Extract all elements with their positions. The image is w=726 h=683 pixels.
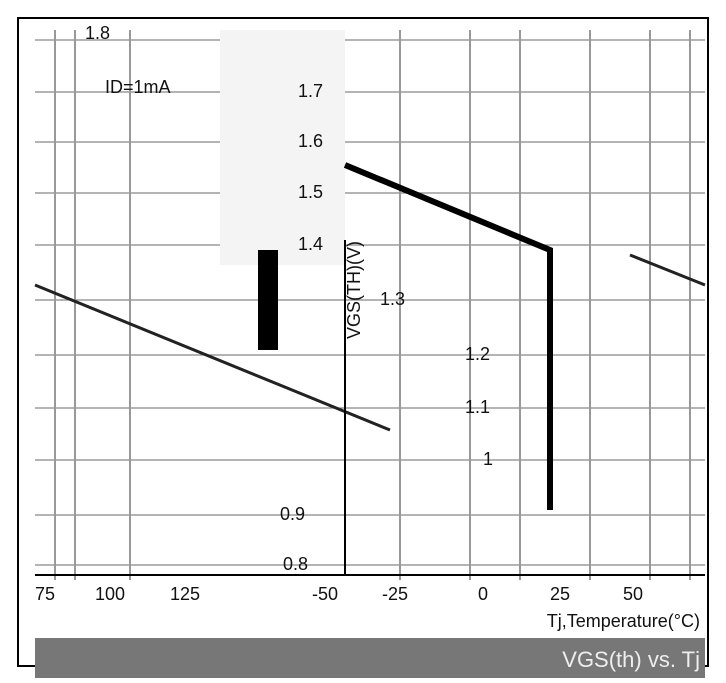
page: VGS(th) vs. Tj ID=1mA VGS(TH)(V) Tj,Temp… (0, 0, 726, 683)
y-tick-label: 1.8 (85, 23, 110, 43)
y-tick-label: 1.1 (465, 397, 490, 417)
y-tick-label: 1.3 (380, 289, 405, 309)
screenshot: VGS(th) vs. Tj ID=1mA VGS(TH)(V) Tj,Temp… (0, 0, 726, 683)
x-tick-label: 100 (95, 584, 125, 604)
y-tick-label: 1.7 (298, 81, 323, 101)
x-tick-label: -25 (382, 584, 408, 604)
y-tick-label: 1.5 (298, 182, 323, 202)
x-axis-title: Tj,Temperature(°C) (547, 611, 700, 631)
x-tick-label: 50 (623, 584, 643, 604)
y-axis-title: VGS(TH)(V) (344, 241, 364, 339)
x-tick-label: 25 (550, 584, 570, 604)
x-tick-label: 0 (478, 584, 488, 604)
x-tick-label: 75 (35, 584, 55, 604)
y-tick-label: 0.8 (283, 554, 308, 574)
y-tick-label: 1.2 (465, 344, 490, 364)
caption: VGS(th) vs. Tj (562, 647, 700, 672)
frame (18, 18, 708, 666)
annotation: ID=1mA (105, 77, 171, 97)
y-tick-label: 1.4 (298, 234, 323, 254)
x-tick-label: -50 (312, 584, 338, 604)
y-tick-label: 1 (483, 449, 493, 469)
y-tick-label: 1.6 (298, 131, 323, 151)
y-tick-label: 0.9 (280, 504, 305, 524)
x-tick-label: 125 (170, 584, 200, 604)
